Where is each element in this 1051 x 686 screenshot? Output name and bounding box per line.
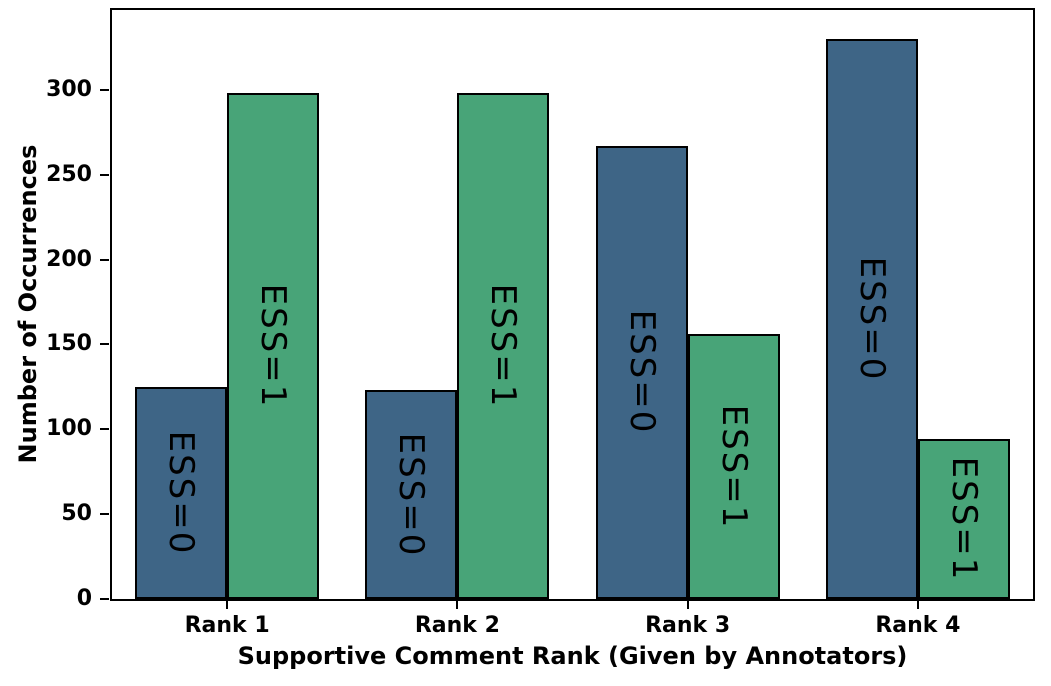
bar-rank2-ess1 bbox=[457, 93, 550, 599]
y-tick-label: 50 bbox=[61, 501, 92, 527]
x-tick-label-rank2: Rank 2 bbox=[414, 613, 500, 638]
y-tick-label: 150 bbox=[46, 331, 92, 357]
x-tick-mark bbox=[456, 601, 459, 609]
x-tick-label-rank4: Rank 4 bbox=[875, 613, 961, 638]
bar-rank3-ess0 bbox=[595, 145, 688, 599]
y-tick-label: 0 bbox=[76, 586, 92, 611]
x-tick-label-rank3: Rank 3 bbox=[645, 613, 731, 638]
y-tick-mark bbox=[100, 173, 109, 176]
x-tick-mark bbox=[686, 601, 689, 609]
y-tick-label: 300 bbox=[46, 76, 92, 102]
y-tick-mark bbox=[100, 428, 109, 431]
bar-rank1-ess1 bbox=[227, 93, 320, 599]
y-tick-label: 200 bbox=[46, 246, 92, 272]
y-tick-mark bbox=[100, 343, 109, 346]
y-axis-label: Number of Occurrences bbox=[14, 144, 42, 464]
x-tick-label-rank1: Rank 1 bbox=[184, 613, 270, 638]
bar-rank3-ess1 bbox=[687, 334, 780, 599]
y-tick-mark bbox=[100, 88, 109, 91]
bar-rank2-ess0 bbox=[365, 390, 458, 599]
x-axis-label: Supportive Comment Rank (Given by Annota… bbox=[237, 642, 908, 670]
bar-rank4-ess0 bbox=[825, 38, 918, 599]
bar-rank4-ess1 bbox=[917, 439, 1010, 599]
y-tick-mark bbox=[100, 258, 109, 261]
y-tick-label: 100 bbox=[46, 416, 92, 442]
x-tick-mark bbox=[226, 601, 229, 609]
bar-rank1-ess0 bbox=[135, 386, 228, 599]
y-tick-label: 250 bbox=[46, 161, 92, 187]
y-tick-mark bbox=[100, 513, 109, 516]
y-tick-mark bbox=[100, 598, 109, 600]
x-tick-mark bbox=[916, 601, 919, 609]
plot-area: ESS=0 ESS=1 ESS=0 ESS=1 ESS=0 ESS=1 ESS=0 ESS=1 bbox=[110, 8, 1035, 601]
